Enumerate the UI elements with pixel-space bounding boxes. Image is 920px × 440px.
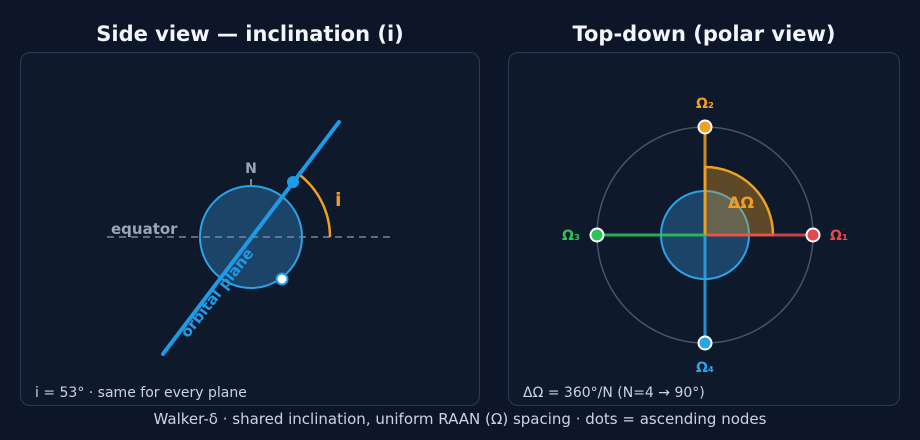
side-view-title: Side view — inclination (i) (96, 22, 404, 46)
side-view-panel: N equator i orbital plane i = 53° · same… (20, 52, 480, 406)
inclination-arc (297, 173, 332, 238)
satellite-dot (275, 272, 289, 286)
ascending-node-dot (287, 176, 299, 188)
ascending-node-2 (697, 119, 713, 135)
inclination-note: i = 53° · same for every plane (35, 385, 247, 401)
ascending-node-4 (697, 335, 713, 351)
orbital-plane-line (161, 120, 341, 356)
inclination-label: i (335, 189, 342, 211)
node-label-4: Ω₄ (696, 360, 714, 376)
ascending-node-1 (805, 227, 821, 243)
delta-omega-label: ΔΩ (728, 193, 754, 212)
north-label: N (245, 161, 257, 177)
side-view-diagram: N equator i orbital plane (107, 120, 393, 356)
polar-view-title: Top-down (polar view) (572, 22, 836, 46)
ascending-node-3 (589, 227, 605, 243)
polar-view-diagram: ΔΩ Ω₁ Ω₂ Ω₃ Ω₄ (562, 96, 848, 376)
node-label-3: Ω₃ (562, 228, 580, 244)
node-label-2: Ω₂ (696, 96, 714, 112)
node-label-1: Ω₁ (830, 228, 848, 244)
equator-label: equator (111, 220, 178, 238)
polar-view-panel: ΔΩ Ω₁ Ω₂ Ω₃ Ω₄ ΔΩ = 360°/N (N=4 → 90°) (508, 52, 900, 406)
caption: Walker-δ · shared inclination, uniform R… (153, 410, 767, 428)
spacing-note: ΔΩ = 360°/N (N=4 → 90°) (523, 385, 705, 401)
delta-omega-sector (703, 165, 775, 237)
